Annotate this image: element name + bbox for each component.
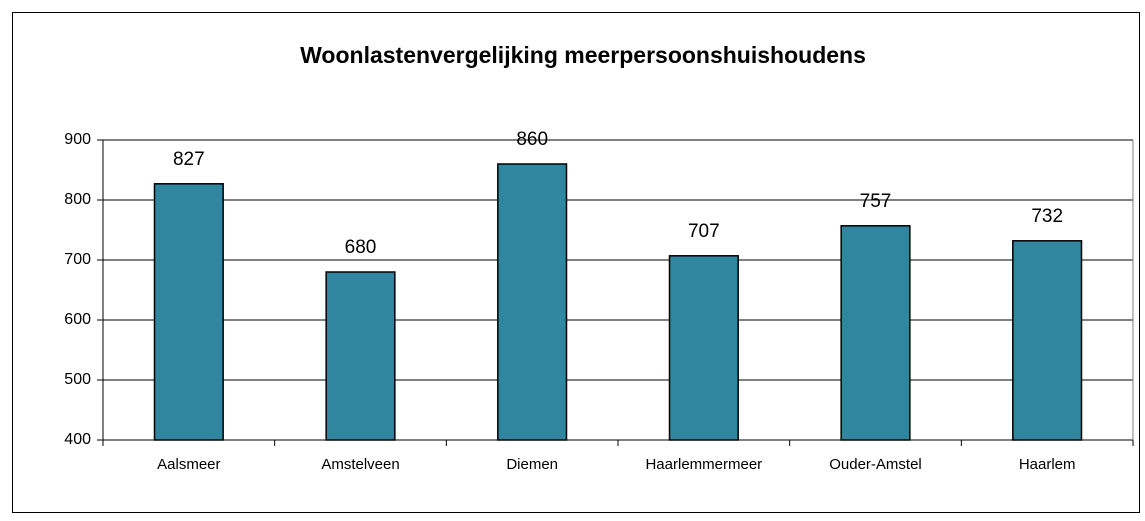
y-tick-label: 400 xyxy=(64,431,91,448)
data-label: 860 xyxy=(516,129,548,150)
y-tick-label: 900 xyxy=(64,131,91,148)
bar xyxy=(668,255,739,441)
data-label: 757 xyxy=(860,191,892,212)
x-tick-label: Aalsmeer xyxy=(157,456,220,473)
y-tick-label: 800 xyxy=(64,191,91,208)
x-tick-label: Diemen xyxy=(506,456,558,473)
y-tick-label: 500 xyxy=(64,371,91,388)
x-tick-label: Amstelveen xyxy=(321,456,399,473)
x-tick-label: Ouder-Amstel xyxy=(829,456,922,473)
bar xyxy=(325,271,396,441)
data-label: 827 xyxy=(173,149,205,170)
data-label: 680 xyxy=(345,237,377,258)
y-tick-label: 600 xyxy=(64,311,91,328)
bar xyxy=(1012,240,1083,441)
bar xyxy=(497,163,568,441)
bar xyxy=(153,183,224,441)
x-tick-label: Haarlemmermeer xyxy=(645,456,762,473)
data-label: 732 xyxy=(1031,206,1063,227)
chart-title: Woonlastenvergelijking meerpersoonshuish… xyxy=(300,42,866,68)
x-tick-label: Haarlem xyxy=(1019,456,1076,473)
bar xyxy=(840,225,911,441)
y-tick-label: 700 xyxy=(64,251,91,268)
data-label: 707 xyxy=(688,221,720,242)
